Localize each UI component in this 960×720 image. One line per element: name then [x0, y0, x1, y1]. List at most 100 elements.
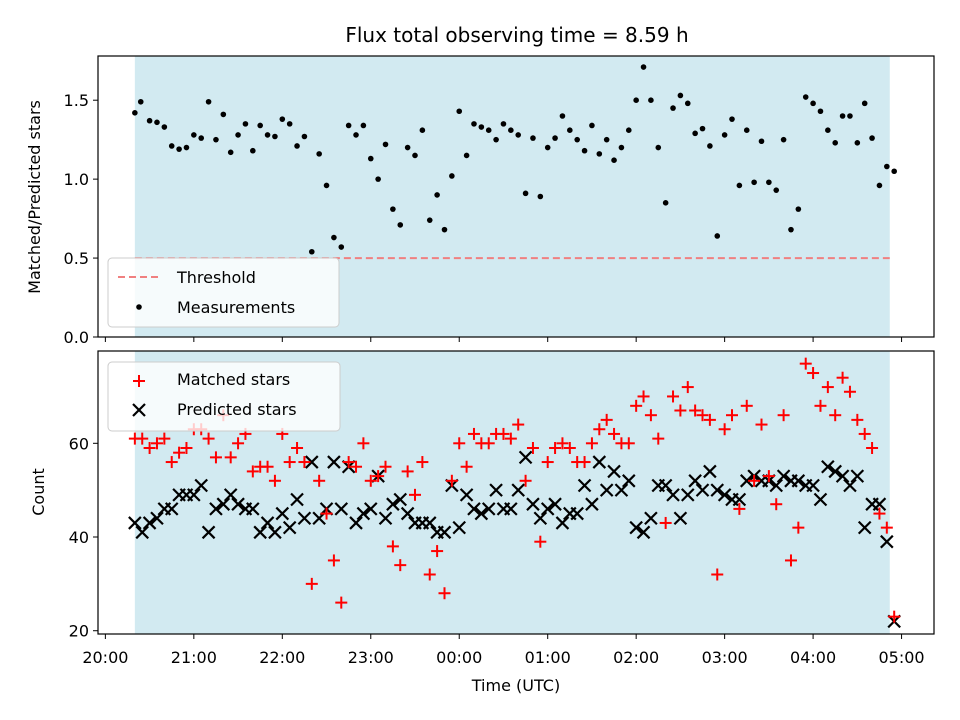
- bottom-legend: Matched stars Predicted stars: [107, 361, 341, 432]
- measurement-point: [611, 157, 617, 163]
- chart-title: Flux total observing time = 8.59 h: [345, 23, 688, 47]
- measurement-point: [308, 248, 315, 255]
- measurement-point: [648, 97, 654, 104]
- matched-star-point: [814, 399, 827, 412]
- matched-star-point: [438, 587, 451, 600]
- matched-star-point: [335, 596, 348, 609]
- x-tick-label: 05:00: [879, 648, 925, 667]
- measurement-point: [662, 200, 669, 206]
- predicted-star-point: [356, 506, 371, 521]
- predicted-star-point: [555, 516, 570, 530]
- predicted-star-point: [334, 502, 349, 516]
- measurement-point: [625, 127, 632, 133]
- matched-star-point: [504, 432, 517, 445]
- matched-star-point: [770, 498, 783, 511]
- matched-star-point: [209, 451, 222, 464]
- matched-star-point: [261, 460, 274, 473]
- measurement-point: [618, 144, 625, 151]
- matched-star-point: [143, 441, 156, 454]
- predicted-star-point: [673, 511, 688, 526]
- matched-star-point: [807, 367, 820, 380]
- measurement-point: [235, 132, 241, 138]
- predicted-star-point: [201, 525, 216, 540]
- matched-star-point: [409, 488, 422, 501]
- predicted-star-point: [636, 525, 651, 540]
- measurement-point: [596, 151, 603, 157]
- predicted-star-point: [459, 488, 474, 502]
- measurement-point: [743, 127, 750, 133]
- predicted-star-point: [164, 502, 179, 516]
- matched-star-point: [158, 432, 171, 445]
- matched-star-point: [320, 507, 333, 520]
- matched-star-point: [696, 409, 709, 422]
- predicted-star-point: [843, 478, 857, 493]
- measurement-point: [279, 116, 286, 122]
- measurement-point: [191, 132, 197, 138]
- x-tick-label: 21:00: [171, 648, 217, 667]
- measurement-point: [426, 217, 433, 223]
- matched-star-point: [526, 441, 539, 454]
- measurement-point: [802, 94, 809, 100]
- predicted-star-point: [504, 502, 518, 516]
- measurement-point: [537, 193, 544, 200]
- measurement-point: [884, 163, 890, 170]
- predicted-star-point: [592, 455, 607, 469]
- measurement-point: [825, 127, 831, 133]
- matched-star-point: [445, 474, 458, 487]
- matched-star-point: [593, 423, 606, 436]
- measurement-point: [213, 136, 219, 143]
- predicted-star-point: [305, 455, 319, 469]
- matched-star-point: [622, 437, 635, 450]
- measurement-point: [780, 136, 787, 143]
- matched-star-point: [460, 460, 473, 473]
- measurement-point: [655, 144, 662, 151]
- measurement-point: [729, 116, 735, 122]
- legend-predicted-label: Predicted stars: [177, 400, 297, 419]
- matched-star-point: [711, 568, 724, 581]
- predicted-star-point: [452, 520, 467, 535]
- predicted-star-point: [644, 511, 658, 526]
- predicted-star-point: [275, 506, 290, 521]
- predicted-star-point: [548, 497, 562, 511]
- predicted-star-point: [666, 488, 680, 502]
- measurement-point: [581, 147, 588, 154]
- matched-star-point: [519, 474, 532, 487]
- top-y-tick-label: 1.0: [64, 170, 89, 189]
- measurement-point: [183, 144, 190, 151]
- measurement-point: [390, 206, 396, 212]
- matched-star-point: [416, 456, 429, 469]
- measurement-point: [345, 122, 352, 129]
- measurement-point: [227, 149, 234, 156]
- matched-star-point: [637, 390, 650, 403]
- predicted-star-point: [850, 469, 865, 483]
- measurement-point: [397, 222, 404, 228]
- matched-star-point: [652, 432, 665, 445]
- predicted-star-point: [607, 464, 621, 479]
- predicted-star-point: [489, 483, 503, 497]
- measurement-point: [515, 132, 522, 138]
- matched-star-point: [608, 427, 621, 440]
- matched-star-point: [674, 404, 687, 417]
- matched-star-point: [888, 610, 901, 623]
- top-y-tick-label: 0.5: [64, 249, 89, 268]
- legend-matched-swatch: [133, 375, 145, 387]
- x-tick-label: 01:00: [525, 648, 571, 667]
- matched-star-point: [799, 357, 812, 370]
- measurement-point: [766, 179, 772, 186]
- matched-star-point: [689, 404, 702, 417]
- predicted-star-point: [260, 516, 275, 530]
- x-tick-label: 03:00: [702, 648, 748, 667]
- top-plot-frame: [97, 55, 935, 338]
- matched-star-point: [482, 437, 495, 450]
- matched-star-point: [512, 418, 525, 431]
- matched-star-point: [851, 413, 864, 426]
- legend-predicted-swatch: [132, 403, 146, 417]
- predicted-star-point: [533, 511, 548, 526]
- legend-threshold-label: Threshold: [176, 268, 256, 287]
- measurement-point: [198, 135, 205, 141]
- legend-matched-label: Matched stars: [177, 370, 290, 389]
- matched-star-point: [718, 423, 731, 436]
- predicted-star-point: [717, 488, 732, 502]
- matched-star-point: [313, 474, 326, 487]
- measurement-point: [478, 124, 485, 130]
